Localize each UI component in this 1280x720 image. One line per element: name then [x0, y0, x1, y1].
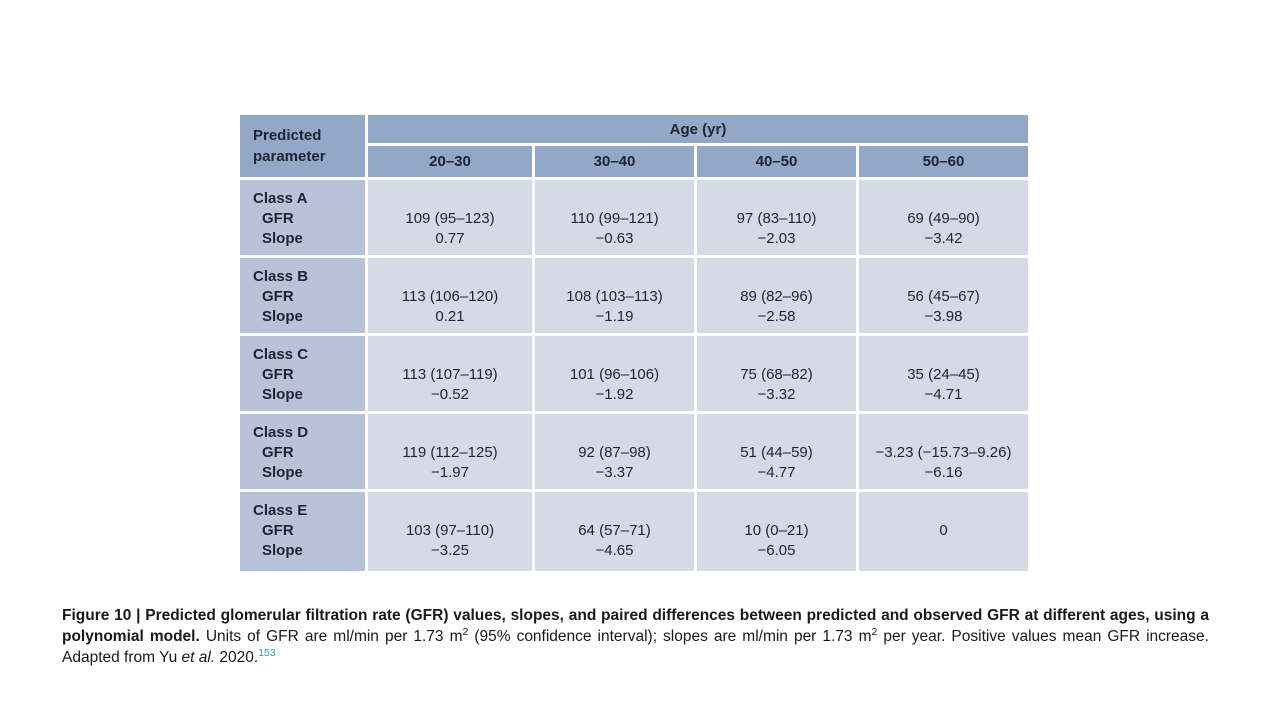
slope-value: −2.58 [757, 308, 796, 325]
gfr-sublabel: GFR [262, 288, 294, 305]
cell-class-e-30-40: 64 (57–71) −4.65 [535, 492, 694, 571]
gfr-value: 103 (97–110) [405, 522, 495, 539]
cell-class-a-50-60: 69 (49–90) −3.42 [859, 180, 1028, 255]
cell-class-b-50-60: 56 (45–67) −3.98 [859, 258, 1028, 333]
superscript-2: 2 [462, 625, 469, 638]
corner-header-predicted-parameter: Predicted parameter [240, 115, 365, 177]
row-label-class-b: Class B GFR Slope [240, 258, 365, 333]
slope-value: −6.16 [924, 464, 963, 481]
slope-value: −3.42 [924, 230, 963, 247]
cell-class-d-20-30: 119 (112–125) −1.97 [368, 414, 532, 489]
gfr-value: 101 (96–106) [569, 366, 660, 383]
gfr-value: 113 (107–119) [402, 366, 498, 383]
cell-class-b-20-30: 113 (106–120) 0.21 [368, 258, 532, 333]
slope-sublabel: Slope [262, 308, 303, 325]
class-label: Class D [253, 424, 309, 441]
caption-text: (95% confidence interval); slopes are ml… [468, 627, 872, 645]
gfr-value: 109 (95–123) [405, 210, 495, 227]
gfr-value: 92 (87–98) [578, 444, 651, 461]
slope-value: −1.97 [431, 464, 469, 481]
class-label: Class A [253, 190, 308, 207]
gfr-sublabel: GFR [262, 210, 294, 227]
cell-class-c-40-50: 75 (68–82) −3.32 [697, 336, 856, 411]
reference-citation-link[interactable]: 153 [258, 647, 276, 660]
slope-value: −2.03 [757, 230, 796, 247]
gfr-value: 97 (83–110) [736, 210, 817, 227]
cell-class-c-30-40: 101 (96–106) −1.92 [535, 336, 694, 411]
age-group-header: Age (yr) [368, 115, 1028, 143]
cell-class-c-20-30: 113 (107–119) −0.52 [368, 336, 532, 411]
gfr-value: 89 (82–96) [740, 288, 813, 305]
gfr-table: Predicted parameter Age (yr) 20–30 30–40… [240, 115, 1028, 571]
gfr-value: 10 (0–21) [744, 522, 809, 539]
slope-value: −3.25 [431, 542, 469, 559]
slope-value: −4.77 [757, 464, 796, 481]
slope-value: −4.65 [595, 542, 634, 559]
gfr-sublabel: GFR [262, 366, 294, 383]
cell-class-d-50-60: −3.23 (−15.73–9.26) −6.16 [859, 414, 1028, 489]
superscript-2: 2 [871, 625, 878, 638]
cell-class-b-30-40: 108 (103–113) −1.19 [535, 258, 694, 333]
slope-value: 0.21 [435, 308, 465, 325]
slope-value: −1.19 [595, 308, 634, 325]
slope-value: 0.77 [435, 230, 465, 247]
cell-class-a-20-30: 109 (95–123) 0.77 [368, 180, 532, 255]
class-label: Class C [253, 346, 309, 363]
cell-class-e-20-30: 103 (97–110) −3.25 [368, 492, 532, 571]
slope-value: −3.37 [595, 464, 634, 481]
slope-value: −0.52 [431, 386, 469, 403]
cell-class-e-50-60: 0 [859, 492, 1028, 571]
row-label-class-d: Class D GFR Slope [240, 414, 365, 489]
slope-sublabel: Slope [262, 230, 303, 247]
cell-class-b-40-50: 89 (82–96) −2.58 [697, 258, 856, 333]
gfr-value: 75 (68–82) [740, 366, 813, 383]
cell-class-a-40-50: 97 (83–110) −2.03 [697, 180, 856, 255]
slope-value: −4.71 [924, 386, 963, 403]
class-label: Class B [253, 268, 309, 285]
slope-value: −0.63 [595, 230, 634, 247]
gfr-value: 35 (24–45) [907, 366, 980, 383]
caption-et-al: et al. [181, 649, 216, 667]
row-label-class-a: Class A GFR Slope [240, 180, 365, 255]
caption-text: Units of GFR are ml/min per 1.73 m [199, 627, 463, 645]
col-header-30-40: 30–40 [535, 146, 694, 177]
slope-value: −3.98 [924, 308, 963, 325]
gfr-value: 56 (45–67) [907, 288, 980, 305]
caption-text: per year. Positive values mean GFR incre… [62, 627, 1209, 667]
gfr-sublabel: GFR [262, 444, 294, 461]
row-label-class-c: Class C GFR Slope [240, 336, 365, 411]
col-header-50-60: 50–60 [859, 146, 1028, 177]
row-label-class-e: Class E GFR Slope [240, 492, 365, 571]
slope-sublabel: Slope [262, 542, 303, 559]
cell-class-e-40-50: 10 (0–21) −6.05 [697, 492, 856, 571]
corner-header-line2: parameter [253, 148, 326, 165]
slope-sublabel: Slope [262, 464, 303, 481]
slope-value: −3.32 [757, 386, 796, 403]
slope-sublabel: Slope [262, 386, 303, 403]
slope-value: −6.05 [757, 542, 796, 559]
gfr-value: 64 (57–71) [578, 522, 651, 539]
slope-value: −1.92 [595, 386, 634, 403]
gfr-value: 0 [939, 522, 948, 539]
cell-class-a-30-40: 110 (99–121) −0.63 [535, 180, 694, 255]
class-label: Class E [253, 502, 308, 519]
gfr-value: 119 (112–125) [402, 444, 498, 461]
gfr-value: 113 (106–120) [401, 288, 499, 305]
figure-caption: Figure 10 | Predicted glomerular filtrat… [62, 605, 1209, 669]
gfr-sublabel: GFR [262, 522, 294, 539]
caption-text: 2020. [215, 649, 259, 667]
cell-class-d-40-50: 51 (44–59) −4.77 [697, 414, 856, 489]
col-header-20-30: 20–30 [368, 146, 532, 177]
gfr-value: 51 (44–59) [740, 444, 813, 461]
cell-class-d-30-40: 92 (87–98) −3.37 [535, 414, 694, 489]
caption-bold-title: Figure 10 | Predicted glomerular filtrat… [62, 606, 1209, 645]
cell-class-c-50-60: 35 (24–45) −4.71 [859, 336, 1028, 411]
gfr-value: 69 (49–90) [907, 210, 980, 227]
gfr-value: −3.23 (−15.73–9.26) [875, 444, 1012, 461]
corner-header-line1: Predicted [253, 127, 322, 144]
gfr-value: 108 (103–113) [566, 288, 663, 305]
gfr-value: 110 (99–121) [570, 210, 659, 227]
col-header-40-50: 40–50 [697, 146, 856, 177]
